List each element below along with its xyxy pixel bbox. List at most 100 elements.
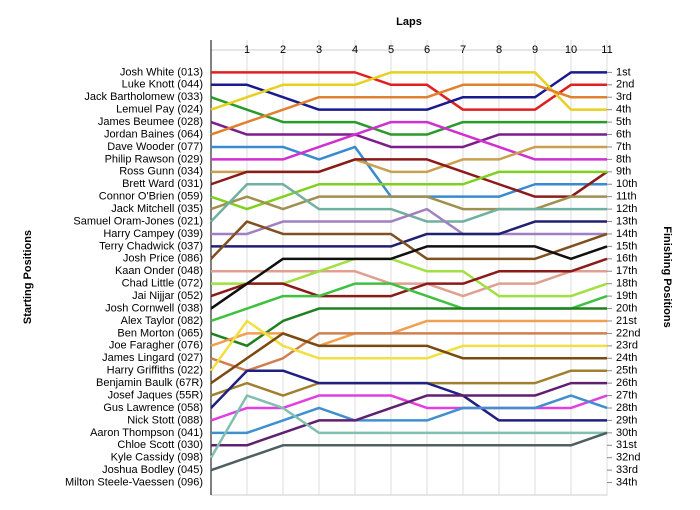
y2-tick-label: 33rd xyxy=(616,464,638,476)
series-label: Gus Lawrence (058) xyxy=(103,402,203,414)
series-label: Dave Wooder (077) xyxy=(107,141,203,153)
series-line xyxy=(210,369,607,422)
x-tick-label: 6 xyxy=(424,44,430,56)
x-tick-label: 1 xyxy=(244,44,250,56)
series-label: Benjamin Baulk (67R) xyxy=(96,377,203,389)
series-label: Jordan Baines (064) xyxy=(104,128,203,140)
y2-tick-label: 18th xyxy=(616,278,637,290)
series-line xyxy=(211,270,607,298)
y2-tick-label: 34th xyxy=(616,476,637,488)
x-tick-label: 3 xyxy=(316,44,322,56)
series-label: Milton Steele-Vaessen (096) xyxy=(65,476,203,488)
series-line xyxy=(210,220,608,261)
series-line xyxy=(210,195,607,211)
y2-tick-label: 12th xyxy=(616,203,637,215)
series-label: Connor O'Brien (059) xyxy=(99,191,203,203)
series-label: Aaron Thompson (041) xyxy=(90,427,203,439)
x-tick-label: 10 xyxy=(565,44,577,56)
x-tick-label: 5 xyxy=(388,44,394,56)
y2-tick-label: 1st xyxy=(616,66,631,78)
series-label: James Lingard (027) xyxy=(102,352,203,364)
y2-tick-label: 13th xyxy=(616,215,637,227)
y2-axis-title: Finishing Positions xyxy=(661,226,673,327)
y2-tick-label: 30th xyxy=(616,427,637,439)
series-line xyxy=(210,245,608,310)
series-label: Samuel Oram-Jones (021) xyxy=(73,215,203,227)
series-label: Josh Cornwell (038) xyxy=(105,302,203,314)
series-label: Jai Nijjar (052) xyxy=(132,290,203,302)
series-label: Chloe Scott (030) xyxy=(117,439,203,451)
x-tick-label: 4 xyxy=(352,44,358,56)
series-line xyxy=(211,71,607,111)
series-label: Brett Ward (031) xyxy=(122,178,203,190)
y2-tick-label: 17th xyxy=(616,265,637,277)
series-label: Jack Bartholomew (033) xyxy=(84,91,203,103)
series-line xyxy=(210,332,607,372)
y2-tick-label: 22nd xyxy=(616,327,640,339)
series-line xyxy=(210,170,607,211)
y2-tick-label: 3rd xyxy=(616,91,632,103)
series-label: Luke Knott (044) xyxy=(122,79,203,91)
series-line xyxy=(209,319,607,372)
x-tick-label: 11 xyxy=(601,44,612,56)
y2-tick-label: 4th xyxy=(616,104,631,116)
series-label: Harry Campey (039) xyxy=(103,228,203,240)
y2-tick-label: 7th xyxy=(616,141,631,153)
series-line xyxy=(210,96,607,136)
series-line xyxy=(210,307,607,348)
series-line xyxy=(211,220,607,248)
series-label: Chad Little (072) xyxy=(122,278,203,290)
series-label: Nick Stott (088) xyxy=(127,414,203,426)
series-line xyxy=(209,394,607,459)
y2-tick-label: 31st xyxy=(616,439,637,451)
series-label: Ross Gunn (034) xyxy=(119,166,203,178)
y2-tick-label: 11th xyxy=(616,191,637,203)
y2-tick-label: 10th xyxy=(616,178,637,190)
series-label: Josef Jaques (55R) xyxy=(108,389,203,401)
y2-tick-label: 15th xyxy=(616,240,637,252)
series-line xyxy=(211,120,607,161)
series-line xyxy=(210,332,607,385)
series-line xyxy=(210,431,608,472)
y2-tick-label: 6th xyxy=(616,128,631,140)
y2-tick-label: 8th xyxy=(616,153,631,165)
series-label: Harry Griffiths (022) xyxy=(107,365,203,377)
series-label: Joshua Bodley (045) xyxy=(102,464,203,476)
series-label: James Beumee (028) xyxy=(98,116,203,128)
x-tick-label: 8 xyxy=(496,44,502,56)
y2-tick-label: 32nd xyxy=(616,452,640,464)
x-axis-title: Laps xyxy=(396,16,422,28)
series-label: Lemuel Pay (024) xyxy=(116,104,203,116)
series-label: Joe Faragher (076) xyxy=(109,340,203,352)
series-line xyxy=(211,71,607,111)
series-line xyxy=(210,71,607,111)
series-label: Kyle Cassidy (098) xyxy=(111,452,203,464)
x-tick-label: 7 xyxy=(460,44,466,56)
x-tick-label: 2 xyxy=(280,44,286,56)
y2-tick-label: 14th xyxy=(616,228,637,240)
series-label: Philip Rawson (029) xyxy=(105,153,203,165)
y2-tick-label: 24th xyxy=(616,352,637,364)
series-line xyxy=(210,120,607,149)
y-axis-title: Starting Positions xyxy=(22,230,34,324)
series-line xyxy=(211,381,607,447)
y2-tick-label: 21st xyxy=(616,315,637,327)
y2-tick-label: 20th xyxy=(616,302,637,314)
x-tick-label: 9 xyxy=(532,44,538,56)
y2-tick-label: 19th xyxy=(616,290,637,302)
series-label: Ben Morton (065) xyxy=(117,327,203,339)
y2-tick-label: 27th xyxy=(616,389,637,401)
series-label: Jack Mitchell (035) xyxy=(111,203,203,215)
series-line xyxy=(210,83,607,136)
series-label: Josh White (013) xyxy=(120,66,203,78)
series-line xyxy=(211,207,607,236)
y2-tick-label: 28th xyxy=(616,402,637,414)
y2-tick-label: 23rd xyxy=(616,340,638,352)
series-label: Kaan Onder (048) xyxy=(115,265,203,277)
y2-tick-label: 29th xyxy=(616,414,637,426)
series-line xyxy=(210,319,607,348)
series-line xyxy=(210,158,608,198)
y2-tick-label: 5th xyxy=(616,116,631,128)
series-line xyxy=(211,394,608,435)
